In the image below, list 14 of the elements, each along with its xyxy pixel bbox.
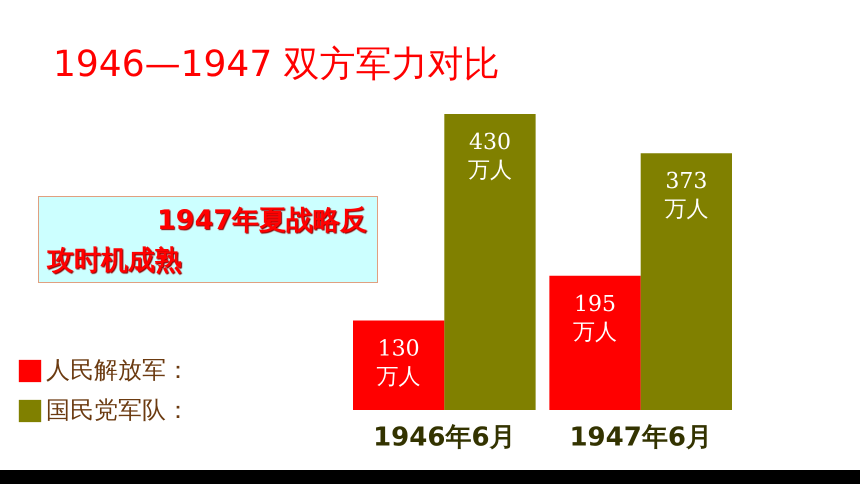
legend-label: 国民党军队： (46, 396, 190, 424)
annotation: 1947年夏战略反攻时机成熟 (38, 196, 378, 283)
bar (549, 276, 641, 410)
legend-label: 人民解放军： (46, 356, 190, 384)
data-label: 195 万人 (573, 292, 618, 345)
bar (640, 153, 732, 410)
data-label: 130 万人 (376, 336, 421, 390)
data-label: 430 万人 (468, 130, 512, 183)
data-label: 373 万人 (664, 169, 708, 222)
x-tick-label: 1946年6月 (373, 422, 516, 452)
bar (353, 320, 444, 410)
bar (444, 114, 536, 410)
chart-title: 1946—1947 双方军力对比 (53, 44, 500, 85)
x-tick-label: 1947年6月 (569, 422, 712, 452)
